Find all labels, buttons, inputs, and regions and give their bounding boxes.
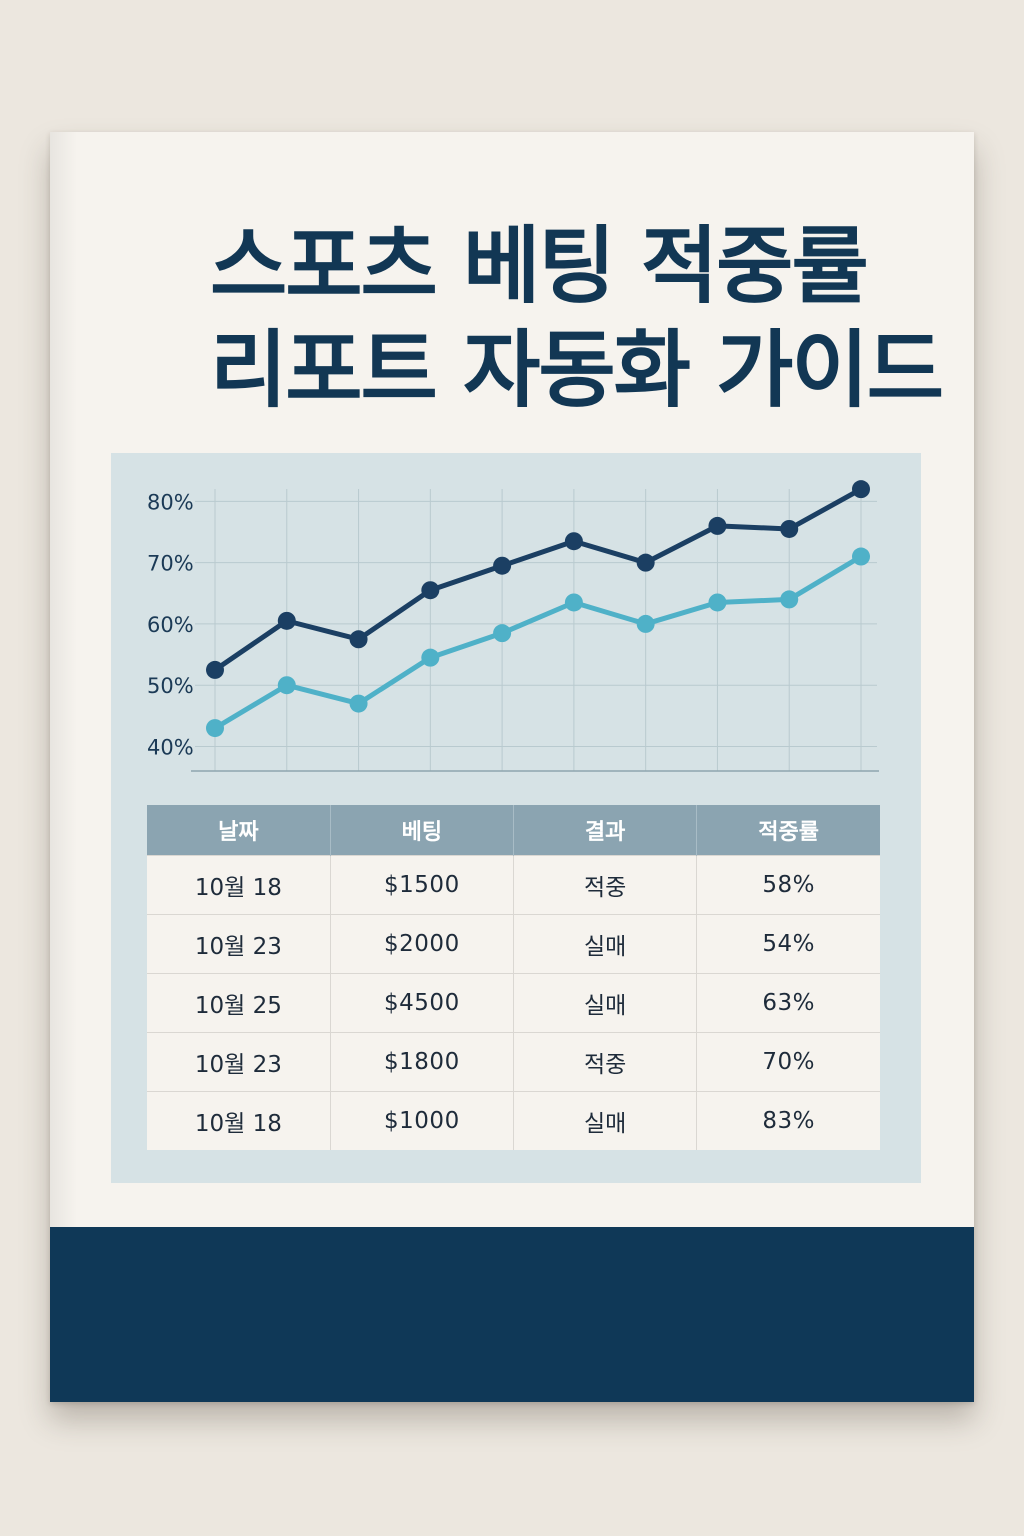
- y-tick-label: 60%: [147, 613, 194, 637]
- chart-panel: 80% 70% 60% 50% 40% 날짜 베팅 결과 적중률 10월 18 $150…: [111, 453, 921, 1183]
- cell-result: 실매: [513, 914, 698, 974]
- series-dark-point: [564, 532, 583, 551]
- cell-result: 적중: [513, 1032, 698, 1092]
- table-row: 10월 23 $2000 실매 54%: [147, 914, 880, 974]
- y-tick-label: 50%: [147, 674, 194, 698]
- series-light-point: [421, 648, 440, 667]
- series-light-point: [493, 624, 512, 643]
- series-light-line: [212, 554, 864, 731]
- table-row: 10월 23 $1800 적중 70%: [147, 1032, 880, 1092]
- betting-table: 날짜 베팅 결과 적중률 10월 18 $1500 적중 58% 10월 23 …: [147, 805, 880, 1150]
- series-dark-point: [852, 480, 870, 499]
- series-dark-point: [277, 611, 296, 630]
- y-tick-label: 80%: [147, 490, 194, 514]
- header-accuracy: 적중률: [696, 805, 880, 856]
- series-light-point: [564, 593, 583, 612]
- table-row: 10월 18 $1500 적중 58%: [147, 855, 880, 915]
- series-dark-point: [349, 630, 368, 649]
- series-light-point: [206, 719, 224, 738]
- series-dark-point: [636, 553, 655, 572]
- cell-date: 10월 23: [147, 1032, 331, 1092]
- series-dark-point: [493, 556, 512, 575]
- series-light-point: [636, 614, 655, 633]
- y-tick-label: 40%: [147, 735, 194, 759]
- series-light-point: [349, 694, 368, 713]
- cell-bet: $4500: [330, 973, 515, 1033]
- series-dark-point: [708, 516, 727, 535]
- series-light-point: [708, 593, 727, 612]
- cell-bet: $1800: [330, 1032, 515, 1092]
- header-result: 결과: [513, 805, 698, 856]
- series-dark-line: [212, 486, 864, 673]
- cell-accuracy: 58%: [696, 855, 880, 915]
- series-light-point: [277, 676, 296, 695]
- series-dark-point: [421, 581, 440, 600]
- table-row: 10월 25 $4500 실매 63%: [147, 973, 880, 1033]
- cell-bet: $1500: [330, 855, 515, 915]
- series-light-point: [852, 547, 870, 566]
- cell-accuracy: 83%: [696, 1091, 880, 1150]
- cell-accuracy: 63%: [696, 973, 880, 1033]
- cover-title-line-1: 스포츠 베팅 적중률: [210, 217, 869, 315]
- cell-date: 10월 25: [147, 973, 331, 1033]
- cover-title: 스포츠 베팅 적중률 리포트 자동화 가이드: [210, 214, 944, 422]
- cover-bottom-band: [50, 1227, 974, 1402]
- header-bet: 베팅: [330, 805, 515, 856]
- cover-title-line-2: 리포트 자동화 가이드: [210, 321, 944, 419]
- cell-bet: $1000: [330, 1091, 515, 1150]
- cell-date: 10월 23: [147, 914, 331, 974]
- series-dark-point: [206, 660, 224, 679]
- series-dark-point: [780, 519, 799, 538]
- cell-result: 실매: [513, 973, 698, 1033]
- series-light-point: [780, 590, 799, 609]
- accuracy-line-chart: 80% 70% 60% 50% 40%: [147, 480, 879, 772]
- cell-accuracy: 54%: [696, 914, 880, 974]
- table-header-row: 날짜 베팅 결과 적중률: [147, 805, 880, 856]
- cell-result: 실매: [513, 1091, 698, 1150]
- cell-date: 10월 18: [147, 1091, 331, 1150]
- table-row: 10월 18 $1000 실매 83%: [147, 1091, 880, 1150]
- header-date: 날짜: [147, 805, 331, 856]
- y-tick-label: 70%: [147, 552, 194, 576]
- cell-bet: $2000: [330, 914, 515, 974]
- cell-date: 10월 18: [147, 855, 331, 915]
- cell-accuracy: 70%: [696, 1032, 880, 1092]
- cell-result: 적중: [513, 855, 698, 915]
- report-cover: 스포츠 베팅 적중률 리포트 자동화 가이드 80% 70% 60% 50% 40% 날…: [50, 132, 974, 1402]
- cover-spine-shadow: [50, 132, 84, 1402]
